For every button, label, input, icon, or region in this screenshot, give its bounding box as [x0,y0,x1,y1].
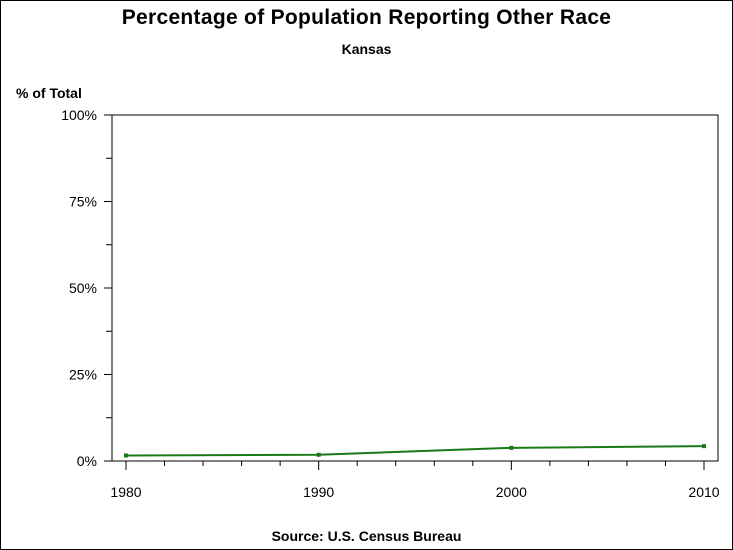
x-tick-label: 2010 [688,484,719,500]
y-tick-label: 100% [61,107,97,123]
source-note: Source: U.S. Census Bureau [271,528,462,544]
x-tick-label: 2000 [496,484,527,500]
x-axis: 1980 1990 2000 2010 [110,461,720,500]
y-tick-label: 75% [69,194,97,210]
series-group [124,444,706,458]
data-point [509,445,514,450]
series-line [125,445,705,457]
y-tick-label: 50% [69,280,97,296]
data-point [316,452,321,457]
chart-subtitle: Kansas [341,41,392,57]
y-tick-label: 25% [69,367,97,383]
plot-area [111,114,719,462]
data-point [702,444,706,449]
y-tick-label: 0% [77,453,97,469]
data-point [124,453,128,458]
y-axis-label: % of Total [16,85,82,101]
x-tick-label: 1980 [110,484,141,500]
x-tick-label: 1990 [303,484,334,500]
y-axis: 0% 25% 50% 75% 100% [61,107,112,469]
chart-title: Percentage of Population Reporting Other… [121,6,612,29]
